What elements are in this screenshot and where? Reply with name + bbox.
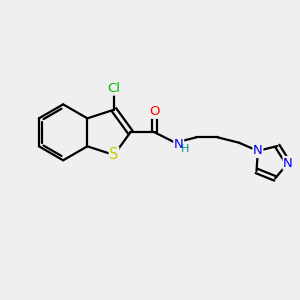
Text: N: N xyxy=(283,157,293,169)
Text: O: O xyxy=(149,105,160,118)
Text: H: H xyxy=(181,144,190,154)
Text: N: N xyxy=(174,138,184,151)
Text: Cl: Cl xyxy=(107,82,121,95)
Text: S: S xyxy=(109,148,119,163)
Text: N: N xyxy=(253,144,263,158)
